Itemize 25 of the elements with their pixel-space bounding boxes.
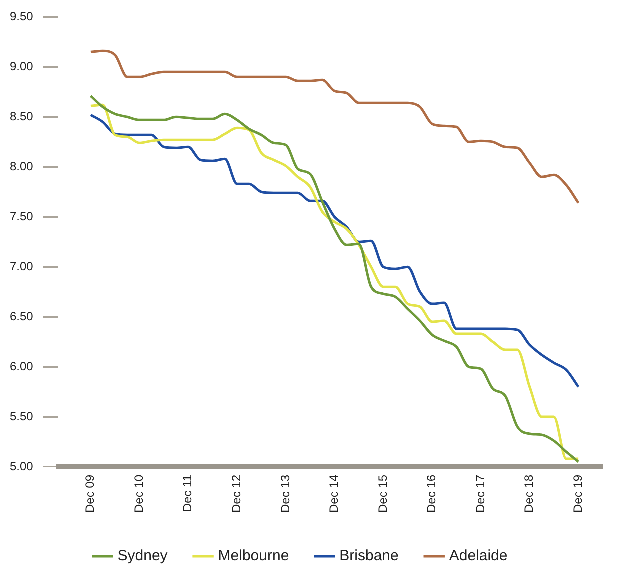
legend-label: Sydney <box>118 548 168 565</box>
y-tick-label: 8.00 <box>10 159 34 174</box>
x-tick-label: Dec 15 <box>376 474 390 514</box>
x-tick-label: Dec 11 <box>180 474 195 512</box>
x-tick-label: Dec 09 <box>83 474 98 514</box>
x-tick-label: Dec 16 <box>424 474 439 514</box>
y-tick-label: 8.50 <box>10 109 34 124</box>
y-tick-label: 6.00 <box>10 359 34 374</box>
y-tick-label: 9.00 <box>10 59 34 74</box>
x-tick-label: Dec 12 <box>230 474 244 514</box>
y-tick-label: 9.50 <box>10 10 34 24</box>
y-tick-label: 5.50 <box>10 409 34 424</box>
x-tick-label: Dec 10 <box>132 474 146 514</box>
legend-label: Adelaide <box>449 548 508 565</box>
legend-label: Brisbane <box>340 548 399 565</box>
legend-label: Melbourne <box>218 548 290 565</box>
y-tick-label: 5.00 <box>10 459 34 474</box>
y-tick-label: 7.00 <box>10 259 34 274</box>
y-tick-label: 7.50 <box>10 209 34 224</box>
x-tick-label: Dec 17 <box>473 474 488 514</box>
x-tick-label: Dec 18 <box>522 474 536 514</box>
x-tick-label: Dec 14 <box>327 474 342 514</box>
x-tick-label: Dec 19 <box>570 474 585 514</box>
y-tick-label: 6.50 <box>10 309 34 324</box>
x-tick-label: Dec 13 <box>278 474 292 514</box>
